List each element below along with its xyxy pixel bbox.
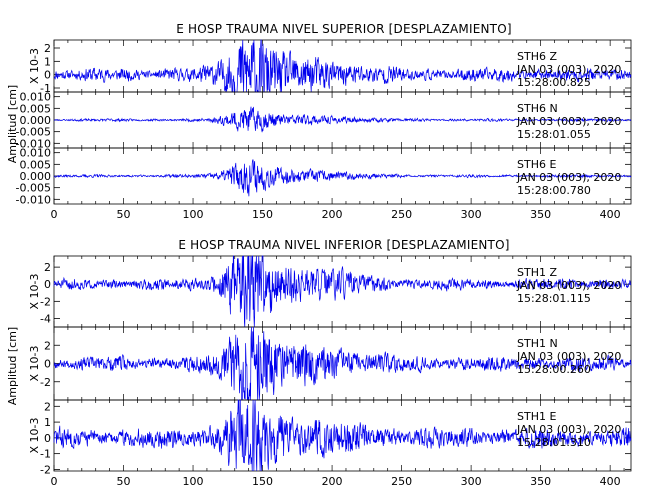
station-label: STH6 E: [517, 158, 556, 171]
y-tick-label: 0: [44, 278, 51, 291]
station-label: STH6 N: [517, 102, 558, 115]
trace-line: [53, 326, 632, 401]
x-tick-label: 0: [51, 475, 58, 488]
y-tick-label: 0: [44, 69, 51, 82]
y-tick-label: 0.000: [20, 170, 52, 183]
x-tick-label: 200: [322, 208, 343, 221]
y-tick-label: 0: [44, 432, 51, 445]
y-tick-label: -0.010: [16, 137, 51, 150]
trace-date: JAN 03 (003), 2020: [516, 115, 621, 128]
y-tick-label: 0: [44, 358, 51, 371]
y-tick-label: 0.010: [20, 147, 52, 160]
trace-date: JAN 03 (003), 2020: [516, 171, 621, 184]
y-tick-label: 2: [44, 261, 51, 274]
trace-time: 15:28:00.780: [517, 184, 591, 197]
y-tick-label: 0.010: [20, 91, 52, 104]
y-tick-label: -1: [40, 82, 51, 95]
trace-date: JAN 03 (003), 2020: [516, 423, 621, 436]
x-tick-label: 350: [530, 475, 551, 488]
trace-line: [53, 255, 632, 328]
y-tick-label: -0.010: [16, 193, 51, 206]
y-tick-label: 2: [44, 42, 51, 55]
station-label: STH1 Z: [517, 266, 557, 279]
top-panel-title: E HOSP TRAUMA NIVEL SUPERIOR [DESPLAZAMI…: [176, 22, 511, 36]
trace-line: [53, 39, 632, 93]
x-tick-label: 50: [117, 475, 131, 488]
x-tick-label: 400: [600, 208, 621, 221]
station-label: STH1 E: [517, 410, 556, 423]
trace-line: [53, 159, 632, 197]
trace-line: [53, 399, 632, 472]
trace-time: 15:28:00.825: [517, 76, 591, 89]
y-tick-label: -2: [40, 295, 51, 308]
y-tick-label: 1: [44, 55, 51, 68]
x-tick-label: 50: [117, 208, 131, 221]
x-tick-label: 400: [600, 475, 621, 488]
x-tick-label: 200: [322, 475, 343, 488]
trace-time: 15:28:01.310: [517, 436, 591, 449]
y-tick-label: -0.005: [16, 182, 51, 195]
y-tick-label: -1: [40, 448, 51, 461]
x-tick-label: 300: [461, 475, 482, 488]
y-tick-label: -2: [40, 463, 51, 476]
y-tick-label: 0.000: [20, 114, 52, 127]
y-tick-label: 0.005: [20, 102, 52, 115]
x-tick-label: 100: [183, 475, 204, 488]
trace-time: 15:28:01.115: [517, 292, 591, 305]
y-tick-label: -4: [40, 312, 51, 325]
y-tick-label: 2: [44, 400, 51, 413]
x-tick-label: 150: [252, 475, 273, 488]
y-tick-label: 1: [44, 416, 51, 429]
x-tick-label: 250: [391, 208, 412, 221]
top-panel-y-axis-label: Amplitud [cm]: [6, 85, 19, 163]
x-tick-label: 250: [391, 475, 412, 488]
scale-factor-label: X 10-3: [28, 274, 41, 310]
x-tick-label: 100: [183, 208, 204, 221]
x-tick-label: 150: [252, 208, 273, 221]
y-tick-label: -2: [40, 376, 51, 389]
x-tick-label: 0: [51, 208, 58, 221]
station-label: STH1 N: [517, 337, 558, 350]
x-tick-label: 350: [530, 208, 551, 221]
x-tick-label: 300: [461, 208, 482, 221]
scale-factor-label: X 10-3: [28, 418, 41, 454]
trace-date: JAN 03 (003), 2020: [516, 350, 621, 363]
station-label: STH6 Z: [517, 50, 557, 63]
y-tick-label: -0.005: [16, 126, 51, 139]
y-tick-label: 0.005: [20, 158, 52, 171]
scale-factor-label: X 10-3: [28, 346, 41, 382]
trace-line: [53, 106, 632, 133]
bottom-panel-y-axis-label: Amplitud [cm]: [6, 327, 19, 405]
trace-time: 15:28:01.055: [517, 128, 591, 141]
trace-date: JAN 03 (003), 2020: [516, 63, 621, 76]
trace-time: 15:28:00.260: [517, 363, 591, 376]
y-tick-label: 2: [44, 339, 51, 352]
trace-date: JAN 03 (003), 2020: [516, 279, 621, 292]
bottom-panel-title: E HOSP TRAUMA NIVEL INFERIOR [DESPLAZAMI…: [178, 238, 509, 252]
scale-factor-label: X 10-3: [28, 48, 41, 84]
